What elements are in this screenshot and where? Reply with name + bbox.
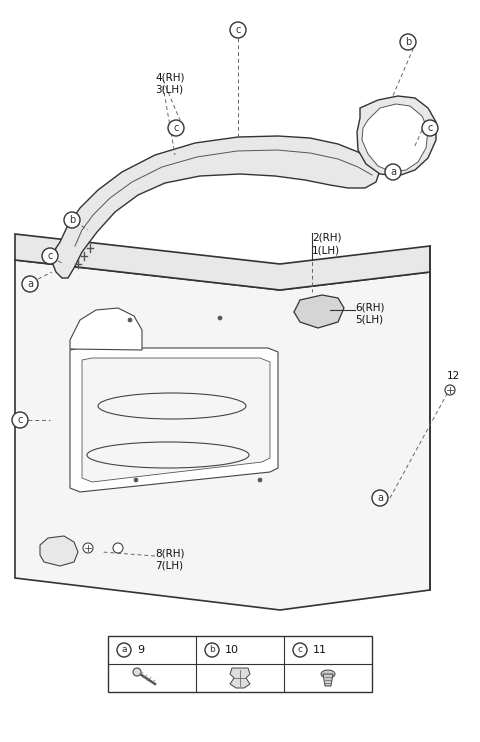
Circle shape — [385, 164, 401, 180]
Circle shape — [42, 248, 58, 264]
Text: 8(RH)
7(LH): 8(RH) 7(LH) — [155, 548, 184, 571]
Polygon shape — [52, 136, 380, 278]
Ellipse shape — [321, 670, 335, 678]
Polygon shape — [82, 358, 270, 482]
Text: b: b — [405, 37, 411, 47]
Circle shape — [445, 385, 455, 395]
Text: c: c — [235, 25, 240, 35]
Circle shape — [205, 643, 219, 657]
Text: c: c — [17, 415, 23, 425]
Polygon shape — [230, 668, 250, 688]
Text: c: c — [298, 646, 302, 654]
Circle shape — [113, 543, 123, 553]
Text: c: c — [173, 123, 179, 133]
Circle shape — [372, 490, 388, 506]
Circle shape — [134, 478, 138, 482]
Polygon shape — [70, 348, 278, 492]
Bar — [108, 636, 372, 692]
Circle shape — [83, 543, 93, 553]
Text: 12: 12 — [446, 371, 460, 381]
Text: 4(RH)
3(LH): 4(RH) 3(LH) — [155, 72, 184, 94]
Circle shape — [12, 412, 28, 428]
Polygon shape — [40, 536, 78, 566]
Circle shape — [22, 276, 38, 292]
Polygon shape — [362, 104, 428, 172]
Circle shape — [293, 643, 307, 657]
Circle shape — [133, 668, 141, 676]
Circle shape — [230, 22, 246, 38]
Polygon shape — [323, 674, 333, 686]
Circle shape — [258, 478, 262, 482]
Circle shape — [128, 318, 132, 322]
Text: a: a — [27, 279, 33, 289]
Text: a: a — [390, 167, 396, 177]
Polygon shape — [15, 260, 430, 610]
Circle shape — [117, 643, 131, 657]
Text: c: c — [48, 251, 53, 261]
Circle shape — [422, 120, 438, 136]
Text: a: a — [377, 493, 383, 503]
Text: c: c — [427, 123, 432, 133]
Circle shape — [64, 212, 80, 228]
Circle shape — [168, 120, 184, 136]
Text: 2(RH)
1(LH): 2(RH) 1(LH) — [312, 233, 341, 255]
Text: 6(RH)
5(LH): 6(RH) 5(LH) — [355, 302, 384, 324]
Text: 10: 10 — [225, 645, 239, 655]
Circle shape — [218, 316, 222, 320]
Text: 9: 9 — [137, 645, 144, 655]
Text: 11: 11 — [313, 645, 327, 655]
Polygon shape — [357, 96, 436, 176]
Polygon shape — [294, 295, 344, 328]
Text: a: a — [121, 646, 127, 654]
Text: b: b — [209, 646, 215, 654]
Circle shape — [400, 34, 416, 50]
Polygon shape — [70, 308, 142, 350]
Polygon shape — [15, 234, 430, 290]
Text: b: b — [69, 215, 75, 225]
